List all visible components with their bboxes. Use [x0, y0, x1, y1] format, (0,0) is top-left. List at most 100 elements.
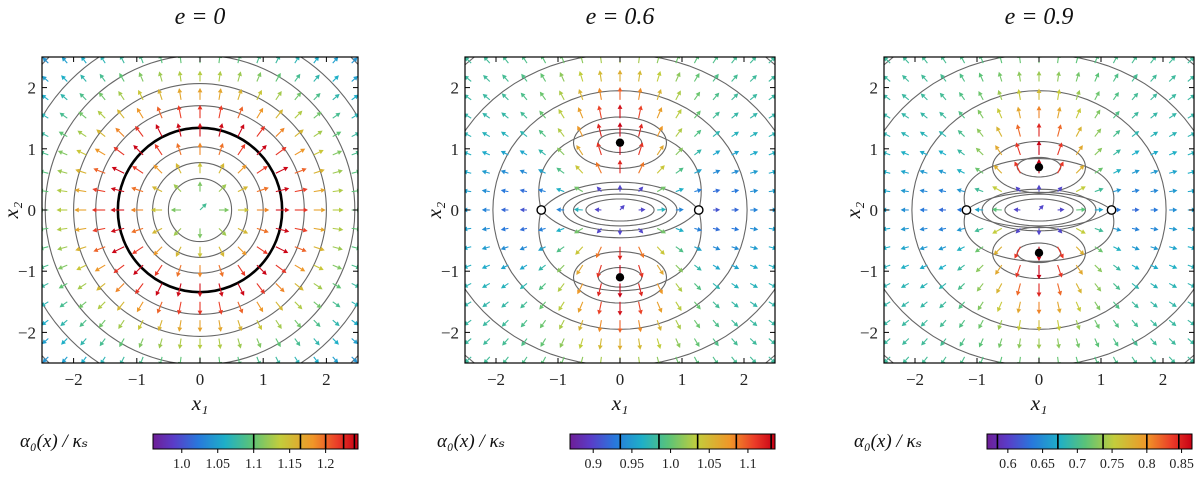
- arrow-shaft: [313, 114, 319, 119]
- vector-arrow: [93, 167, 106, 174]
- vector-arrow: [218, 301, 224, 315]
- arrow-head: [150, 207, 156, 213]
- arrow-head: [354, 302, 358, 307]
- vector-arrow: [712, 111, 720, 119]
- arrow-head: [1116, 169, 1122, 174]
- vector-arrow: [974, 167, 984, 174]
- arrow-head: [884, 113, 888, 118]
- vector-arrow: [332, 75, 339, 82]
- arrow-head: [241, 250, 247, 256]
- arrow-head: [483, 358, 489, 363]
- arrow-head: [260, 289, 265, 295]
- vector-arrow: [481, 188, 490, 194]
- arrow-shaft: [1019, 356, 1021, 363]
- vector-arrow: [351, 150, 358, 156]
- arrow-shaft: [118, 283, 125, 290]
- arrow-head: [997, 306, 1002, 312]
- arrow-head: [1153, 169, 1159, 175]
- vector-arrow: [768, 338, 775, 345]
- vector-arrow: [332, 246, 343, 251]
- arrow-shaft: [140, 338, 144, 345]
- vector-arrow: [556, 207, 565, 213]
- arrow-head: [1172, 207, 1178, 213]
- vector-arrow: [575, 246, 584, 255]
- vector-arrow: [132, 165, 144, 174]
- contour-line-4: [73, 83, 327, 337]
- vector-arrow: [902, 57, 910, 64]
- arrow-head: [482, 302, 488, 308]
- arrow-head: [197, 142, 203, 148]
- vector-arrow: [42, 113, 49, 119]
- arrow-head: [42, 302, 46, 307]
- vector-arrow: [977, 301, 984, 311]
- vector-arrow: [500, 282, 509, 289]
- vector-arrow: [80, 338, 87, 346]
- vector-arrow: [712, 92, 720, 101]
- arrow-shaft: [82, 95, 87, 101]
- arrow-shaft: [886, 77, 891, 82]
- arrow-head: [74, 227, 80, 232]
- vector-arrow: [351, 264, 358, 270]
- arrow-shaft: [313, 264, 320, 269]
- arrow-head: [538, 227, 543, 232]
- vector-arrow: [313, 319, 321, 327]
- arrow-head: [977, 109, 983, 115]
- vector-arrow: [197, 162, 203, 174]
- arrow-head: [1014, 161, 1019, 167]
- vector-arrow: [938, 264, 947, 270]
- arrow-head: [772, 226, 775, 232]
- vector-arrow: [919, 169, 928, 175]
- x-tick-label: −2: [65, 370, 83, 389]
- arrow-shaft: [120, 94, 125, 101]
- arrow-head: [81, 358, 86, 363]
- arrow-head: [920, 112, 926, 118]
- arrow-head: [578, 343, 584, 349]
- vector-arrow: [156, 301, 163, 314]
- arrow-shaft: [256, 319, 261, 327]
- arrow-head: [884, 245, 887, 251]
- arrow-shaft: [577, 227, 584, 232]
- arrow-head: [619, 204, 625, 210]
- arrow-head: [99, 341, 105, 347]
- arrow-shaft: [42, 190, 49, 193]
- arrow-shaft: [619, 207, 623, 211]
- arrow-shaft: [541, 283, 546, 288]
- vector-arrow: [313, 149, 324, 156]
- vector-arrow: [938, 169, 947, 175]
- arrow-head: [258, 307, 264, 313]
- arrow-shaft: [675, 169, 681, 174]
- arrow-head: [42, 357, 48, 363]
- vector-arrow: [1075, 186, 1086, 193]
- arrow-shaft: [978, 227, 984, 231]
- arrow-head: [975, 267, 981, 273]
- vector-arrow: [939, 319, 947, 328]
- vector-arrow: [520, 319, 528, 328]
- arrow-shaft: [1168, 59, 1173, 64]
- arrow-shaft: [960, 113, 966, 119]
- arrow-shaft: [942, 171, 947, 174]
- vector-arrow: [1016, 106, 1022, 119]
- arrow-shaft: [731, 246, 736, 249]
- arrow-shaft: [561, 338, 565, 345]
- arrow-shaft: [978, 150, 984, 156]
- arrow-head: [577, 107, 583, 113]
- vector-arrow: [465, 319, 472, 326]
- arrow-head: [939, 303, 945, 309]
- arrow-head: [1153, 245, 1159, 251]
- arrow-head: [900, 207, 906, 213]
- arrow-head: [901, 112, 907, 118]
- vector-arrow: [1036, 320, 1042, 332]
- vector-arrow: [465, 226, 472, 232]
- arrow-head: [61, 358, 67, 363]
- arrow-shaft: [768, 356, 773, 361]
- arrow-head: [733, 321, 739, 327]
- vector-arrow: [1015, 186, 1021, 193]
- arrow-shaft: [43, 246, 49, 249]
- arrow-head: [1059, 161, 1064, 167]
- arrow-shaft: [1131, 133, 1137, 137]
- arrow-head: [1152, 340, 1157, 346]
- arrow-shaft: [1131, 171, 1136, 174]
- arrow-shaft: [749, 77, 755, 82]
- arrow-head: [285, 207, 290, 213]
- arrow-shaft: [941, 283, 947, 287]
